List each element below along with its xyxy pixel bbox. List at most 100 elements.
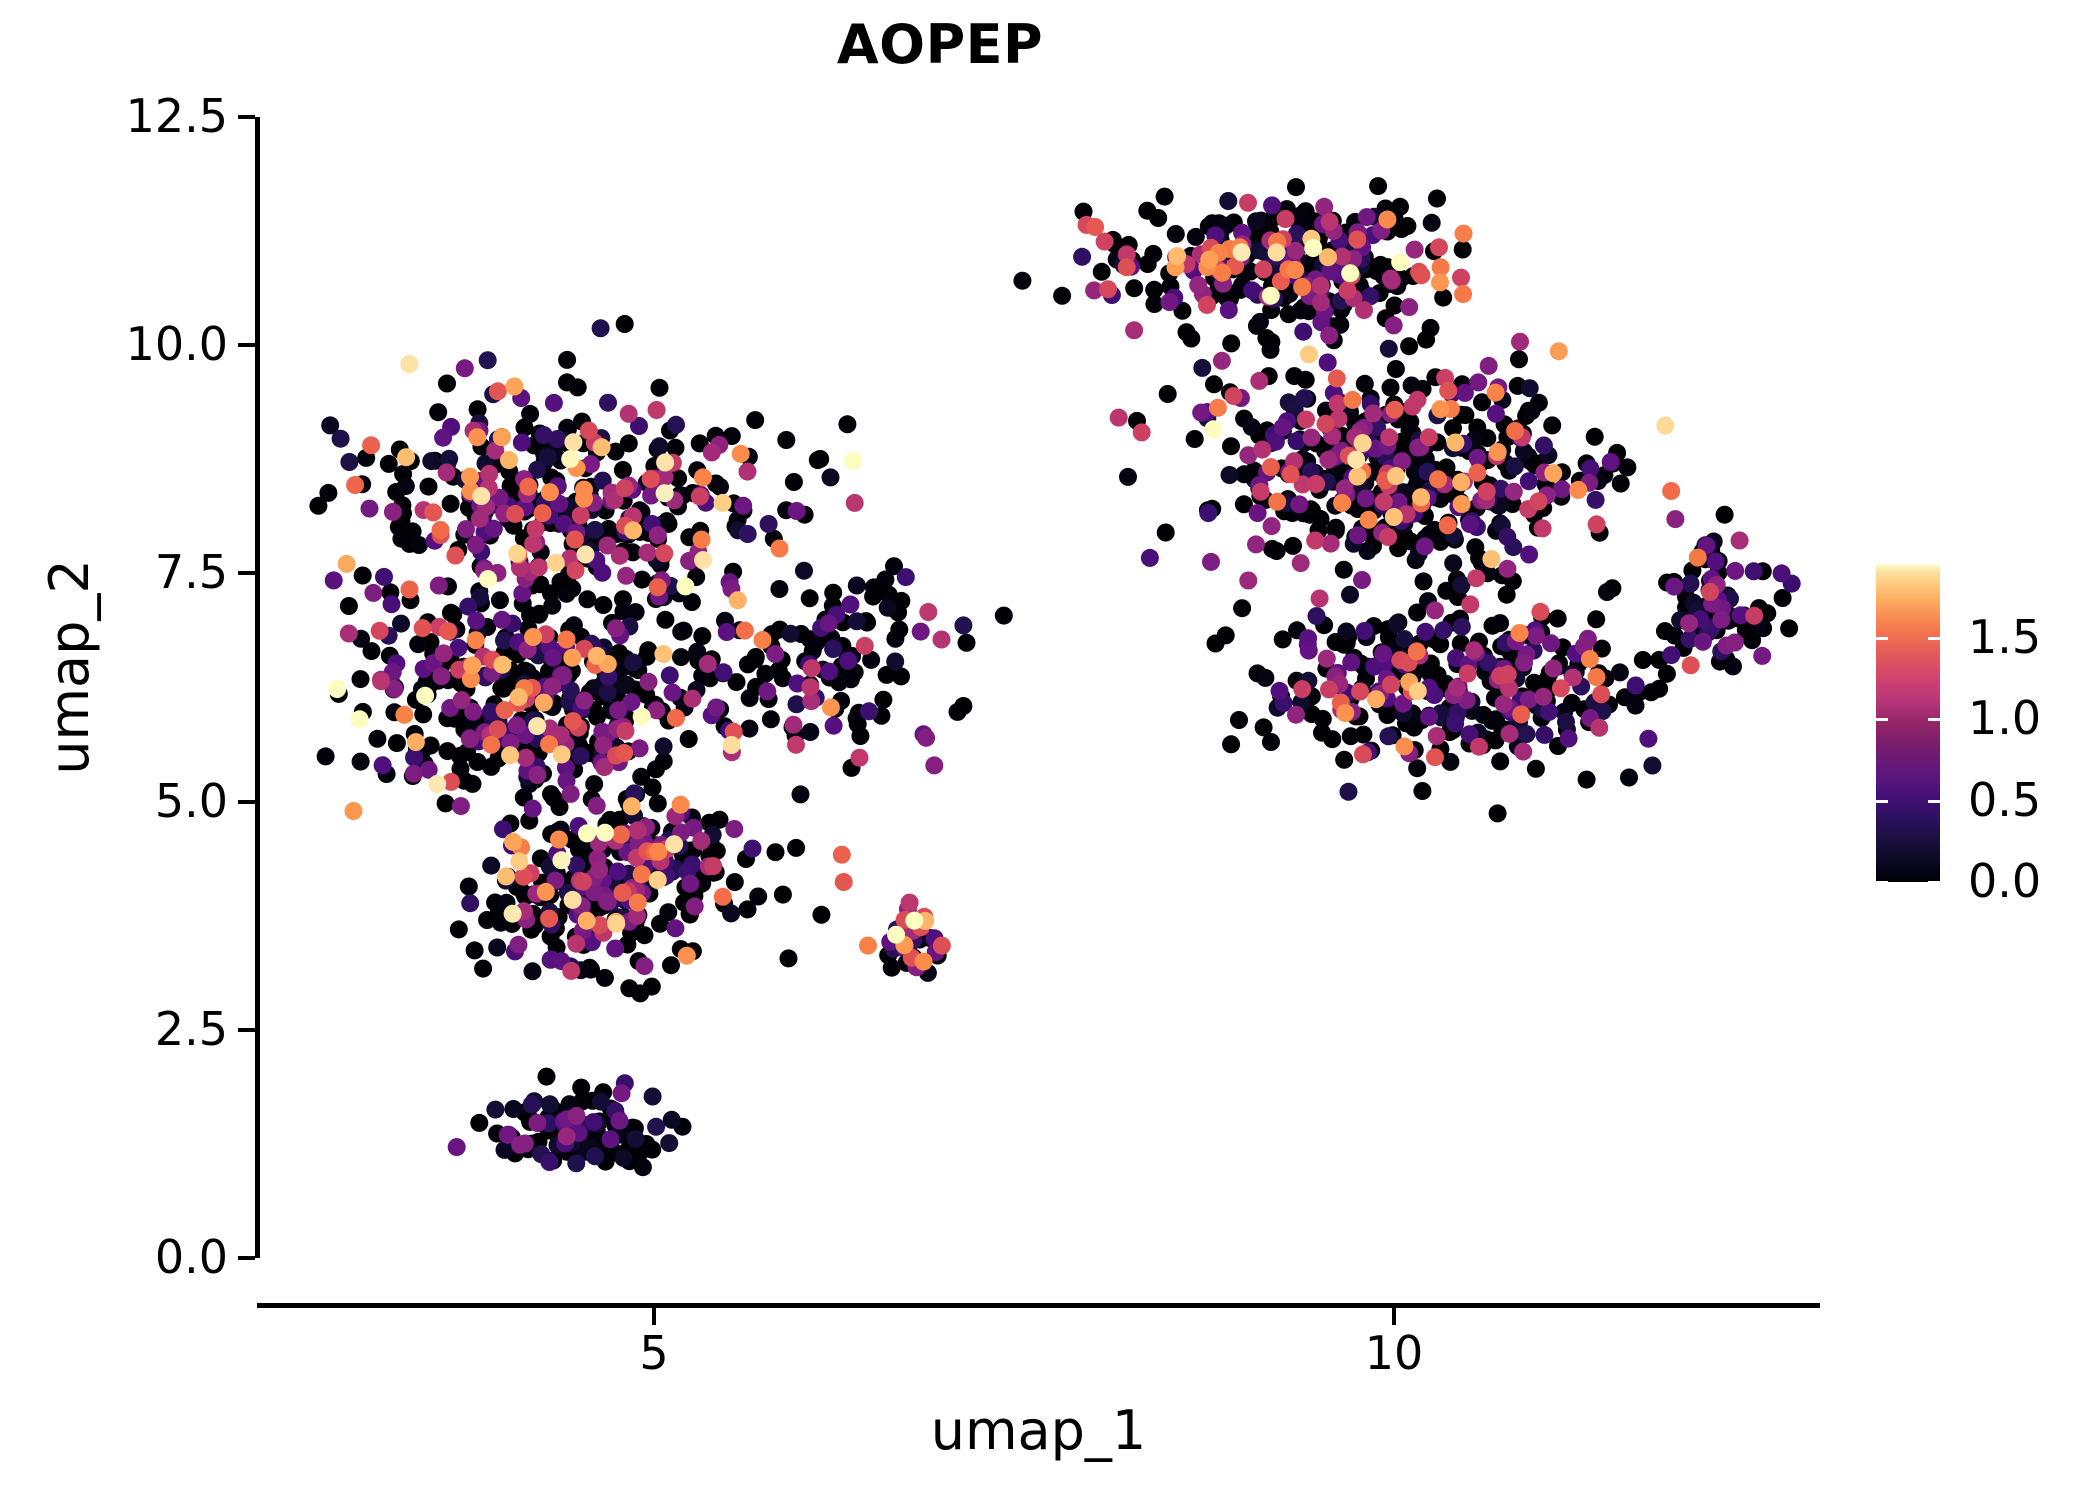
scatter-point bbox=[522, 1095, 541, 1114]
scatter-point bbox=[1296, 370, 1315, 389]
scatter-point bbox=[694, 551, 713, 570]
scatter-point bbox=[1633, 651, 1652, 669]
scatter-point bbox=[1198, 295, 1216, 314]
scatter-point bbox=[1222, 735, 1241, 754]
scatter-point bbox=[626, 1129, 645, 1148]
scatter-point bbox=[529, 558, 548, 577]
scatter-point bbox=[1312, 293, 1330, 312]
scatter-point bbox=[608, 862, 627, 881]
scatter-point bbox=[1234, 495, 1253, 514]
scatter-point bbox=[1334, 560, 1353, 579]
scatter-point bbox=[578, 590, 597, 609]
scatter-point bbox=[654, 645, 673, 664]
scatter-point bbox=[1357, 208, 1376, 227]
scatter-point bbox=[586, 1147, 604, 1166]
scatter-point bbox=[484, 519, 503, 538]
scatter-point bbox=[1291, 554, 1310, 573]
scatter-point bbox=[467, 611, 486, 630]
scatter-point bbox=[501, 477, 520, 495]
scatter-point bbox=[1610, 663, 1629, 682]
scatter-point bbox=[1348, 230, 1367, 249]
scatter-point bbox=[1321, 534, 1340, 553]
scatter-point bbox=[1212, 351, 1231, 370]
scatter-point bbox=[451, 797, 470, 816]
scatter-point bbox=[543, 677, 562, 696]
scatter-point bbox=[540, 483, 559, 502]
scatter-point bbox=[885, 557, 903, 576]
scatter-point bbox=[493, 610, 511, 629]
scatter-point bbox=[682, 593, 701, 611]
scatter-point bbox=[1173, 301, 1192, 320]
scatter-point bbox=[461, 894, 480, 913]
scatter-point bbox=[449, 920, 468, 939]
scatter-point bbox=[650, 378, 669, 397]
scatter-point bbox=[679, 730, 698, 748]
scatter-point bbox=[1144, 244, 1163, 263]
scatter-point bbox=[1434, 288, 1453, 307]
scatter-point bbox=[1587, 610, 1606, 629]
scatter-point bbox=[1466, 538, 1485, 557]
scatter-point bbox=[1491, 614, 1510, 633]
scatter-point bbox=[711, 477, 729, 496]
scatter-point bbox=[1446, 714, 1465, 733]
scatter-point bbox=[1361, 287, 1380, 306]
scatter-point bbox=[648, 578, 667, 597]
scatter-point bbox=[557, 1127, 576, 1146]
scatter-point bbox=[516, 748, 535, 767]
scatter-point bbox=[1510, 350, 1528, 369]
scatter-point bbox=[1473, 393, 1491, 412]
scatter-point bbox=[1193, 358, 1212, 377]
scatter-point bbox=[656, 610, 675, 629]
scatter-point bbox=[1548, 609, 1567, 628]
scatter-point bbox=[461, 670, 480, 688]
scatter-point bbox=[1412, 488, 1430, 507]
scatter-point bbox=[654, 737, 673, 756]
scatter-point bbox=[877, 665, 896, 684]
colorbar[interactable]: 1.5 1.0 0.5 0.0 bbox=[1876, 565, 2096, 904]
scatter-point bbox=[495, 1140, 514, 1159]
scatter-point bbox=[1351, 682, 1370, 701]
scatter-point bbox=[1119, 467, 1137, 486]
y-tick-label: 0.0 bbox=[154, 1230, 228, 1284]
scatter-point bbox=[439, 622, 458, 641]
scatter-point bbox=[1540, 702, 1558, 721]
scatter-point bbox=[807, 634, 825, 652]
scatter-point bbox=[514, 867, 533, 886]
scatter-point bbox=[1294, 322, 1313, 341]
scatter-point bbox=[495, 701, 514, 720]
scatter-point bbox=[839, 651, 858, 670]
scatter-point bbox=[513, 584, 532, 603]
scatter-point bbox=[1085, 281, 1104, 300]
scatter-point bbox=[1341, 264, 1360, 283]
scatter-point bbox=[1213, 263, 1232, 282]
scatter-point bbox=[1431, 258, 1450, 277]
x-tick-label: 5 bbox=[639, 1326, 669, 1380]
scatter-point bbox=[1316, 414, 1335, 433]
scatter-point bbox=[1333, 247, 1352, 266]
scatter-point bbox=[1525, 673, 1544, 692]
scatter-point bbox=[1587, 515, 1606, 534]
scatter-point bbox=[824, 716, 843, 735]
scatter-point bbox=[1452, 617, 1471, 636]
scatter-point bbox=[1587, 668, 1606, 687]
scatter-point bbox=[1267, 243, 1286, 262]
colorbar-tick-mark bbox=[1876, 718, 1888, 722]
scatter-point bbox=[1517, 725, 1536, 744]
scatter-point bbox=[1400, 298, 1419, 317]
scatter-point bbox=[540, 735, 559, 754]
x-tick-label: 10 bbox=[1364, 1326, 1424, 1380]
scatter-point bbox=[409, 536, 428, 554]
scatter-point bbox=[373, 756, 392, 775]
scatter-point bbox=[568, 378, 587, 397]
scatter-point bbox=[1381, 378, 1400, 397]
scatter-point bbox=[787, 502, 806, 520]
scatter-point bbox=[655, 544, 674, 563]
scatter-point bbox=[557, 630, 576, 649]
scatter-point bbox=[1520, 379, 1539, 398]
scatter-point bbox=[683, 689, 702, 708]
scatter-point bbox=[1706, 552, 1725, 571]
scatter-point bbox=[1155, 187, 1174, 206]
scatter-point bbox=[1526, 759, 1545, 778]
scatter-point bbox=[688, 642, 707, 661]
